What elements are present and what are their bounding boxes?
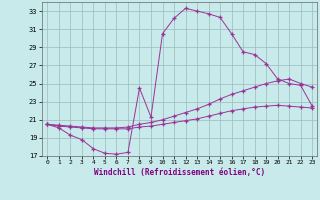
X-axis label: Windchill (Refroidissement éolien,°C): Windchill (Refroidissement éolien,°C) xyxy=(94,168,265,177)
